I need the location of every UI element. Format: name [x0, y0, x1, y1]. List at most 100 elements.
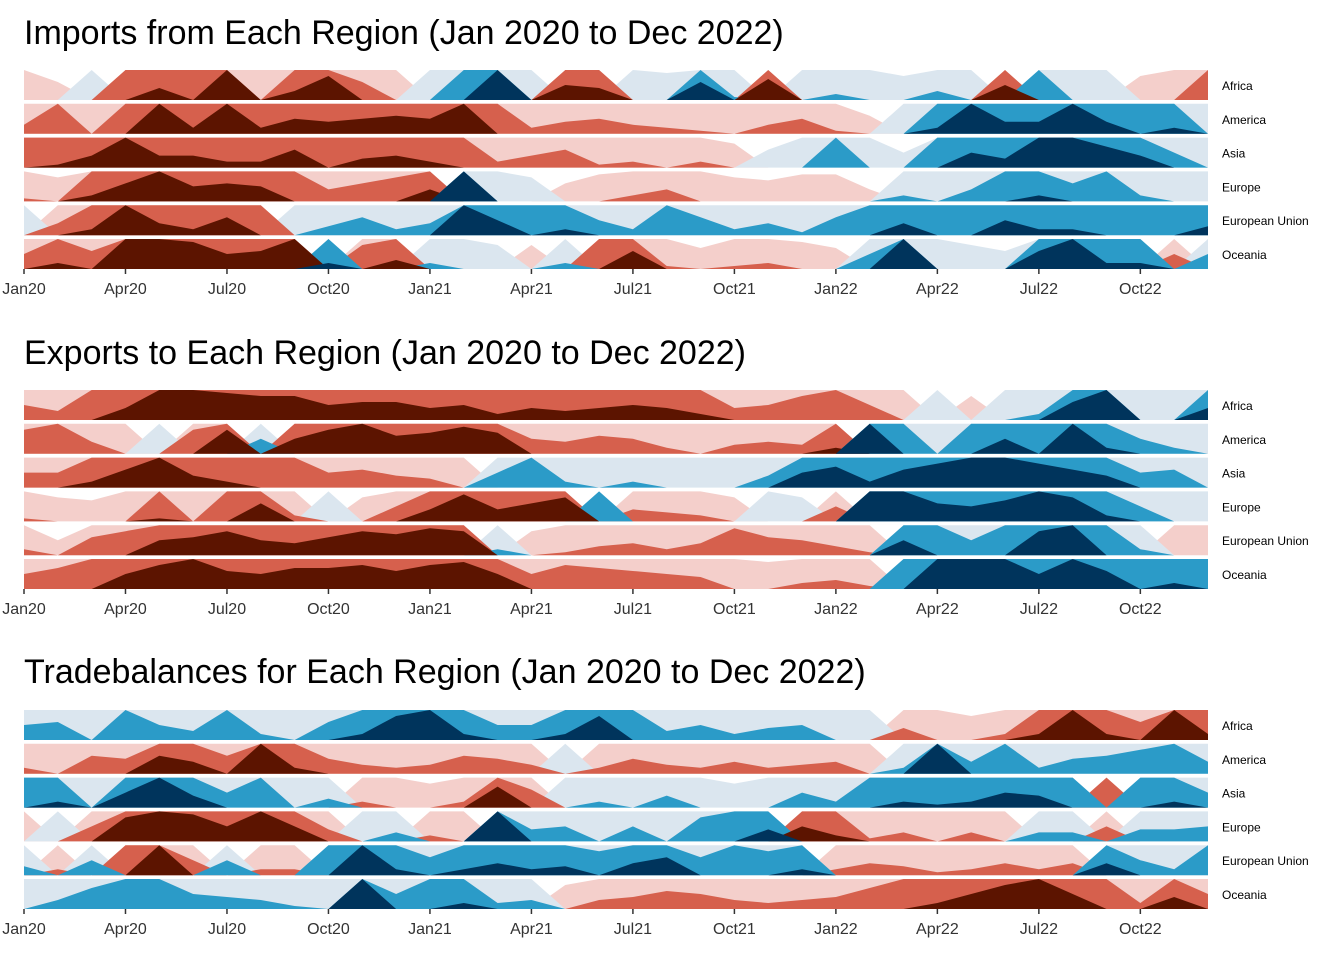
exports-x-tick-label-jul20: Jul20 — [208, 601, 246, 618]
exports-region-label-europe: Europe — [1222, 500, 1261, 514]
tradebalances-oceania-pos-band-1 — [24, 879, 1208, 909]
exports-region-label-africa: Africa — [1222, 399, 1253, 413]
exports-x-tick-label-apr21: Apr21 — [510, 601, 553, 618]
imports-strip-european-union — [24, 205, 1208, 236]
exports-panel: Exports to Each Region (Jan 2020 to Dec … — [2, 334, 1309, 618]
imports-europe-pos-band-2 — [24, 171, 1208, 202]
imports-america-neg-band-3 — [24, 103, 1208, 134]
exports-x-tick-label-apr20: Apr20 — [104, 601, 147, 618]
exports-europe-neg-band-3 — [24, 494, 1208, 522]
imports-asia-neg-band-3 — [24, 137, 1208, 168]
exports-asia-pos-band-3 — [24, 457, 1208, 488]
imports-europe-neg-band-2 — [24, 171, 1208, 202]
tradebalances-europe-pos-band-2 — [24, 811, 1208, 842]
tradebalances-x-tick-label-oct21: Oct21 — [713, 921, 756, 938]
imports-oceania-neg-band-3 — [24, 239, 1208, 269]
tradebalances-region-label-africa: Africa — [1222, 719, 1253, 733]
exports-europe-pos-band-3 — [24, 491, 1208, 522]
imports-x-tick-label-jul20: Jul20 — [208, 281, 246, 298]
imports-x-tick-label-jan22: Jan22 — [814, 281, 858, 298]
imports-region-label-european-union: European Union — [1222, 214, 1309, 228]
imports-region-label-america: America — [1222, 113, 1266, 127]
tradebalances-x-tick-label-jan22: Jan22 — [814, 921, 858, 938]
imports-x-tick-label-oct21: Oct21 — [713, 281, 756, 298]
tradebalances-x-tick-label-jul21: Jul21 — [614, 921, 652, 938]
tradebalances-america-pos-band-3 — [24, 743, 1208, 774]
exports-x-tick-label-oct22: Oct22 — [1119, 601, 1162, 618]
tradebalances-x-tick-label-jul20: Jul20 — [208, 921, 246, 938]
imports-oceania-pos-band-3 — [24, 239, 1208, 269]
imports-strip-asia — [24, 137, 1208, 168]
imports-europe-neg-band-3 — [24, 171, 1208, 202]
imports-africa-neg-band-3 — [24, 70, 1208, 100]
tradebalances-oceania-neg-band-2 — [24, 879, 1208, 909]
tradebalances-region-label-european-union: European Union — [1222, 854, 1309, 868]
tradebalances-x-tick-label-apr22: Apr22 — [916, 921, 959, 938]
imports-x-tick-label-jan21: Jan21 — [408, 281, 452, 298]
tradebalances-oceania-neg-band-3 — [24, 879, 1208, 909]
imports-x-tick-label-apr21: Apr21 — [510, 281, 553, 298]
tradebalances-africa-pos-band-3 — [24, 710, 1208, 740]
tradebalances-europe-pos-band-1 — [24, 811, 1208, 842]
exports-africa-pos-band-1 — [24, 390, 1208, 420]
exports-european-union-pos-band-3 — [24, 525, 1208, 556]
imports-europe-pos-band-1 — [24, 171, 1208, 202]
tradebalances-region-label-america: America — [1222, 753, 1266, 767]
exports-strip-africa — [24, 390, 1208, 420]
exports-x-tick-label-jul22: Jul22 — [1020, 601, 1058, 618]
tradebalances-x-tick-label-apr21: Apr21 — [510, 921, 553, 938]
imports-region-label-africa: Africa — [1222, 79, 1253, 93]
imports-region-label-europe: Europe — [1222, 180, 1261, 194]
imports-asia-pos-band-3 — [24, 137, 1208, 168]
imports-european-union-neg-band-3 — [24, 205, 1208, 236]
tradebalances-africa-neg-band-3 — [24, 710, 1208, 740]
imports-strip-europe — [24, 171, 1208, 202]
exports-european-union-neg-band-3 — [24, 528, 1208, 556]
tradebalances-europe-neg-band-2 — [24, 811, 1208, 842]
exports-x-tick-label-jan22: Jan22 — [814, 601, 858, 618]
tradebalances-x-tick-label-oct22: Oct22 — [1119, 921, 1162, 938]
tradebalances-strip-africa — [24, 710, 1208, 740]
imports-strip-oceania — [24, 239, 1208, 269]
exports-america-neg-band-3 — [24, 423, 1208, 454]
exports-x-tick-label-oct20: Oct20 — [307, 601, 350, 618]
imports-region-label-asia: Asia — [1222, 147, 1246, 161]
tradebalances-plot-area: Africa America Asia Europe European Union Oce… — [2, 710, 1309, 938]
exports-region-label-asia: Asia — [1222, 467, 1246, 481]
imports-strip-america — [24, 103, 1208, 134]
imports-strip-africa — [24, 70, 1208, 100]
tradebalances-america-neg-band-3 — [24, 743, 1208, 774]
tradebalances-america-neg-band-2 — [24, 743, 1208, 774]
imports-european-union-pos-band-3 — [24, 205, 1208, 236]
tradebalances-oceania-pos-band-2 — [24, 879, 1208, 909]
exports-oceania-pos-band-3 — [24, 559, 1208, 589]
imports-x-tick-label-oct22: Oct22 — [1119, 281, 1162, 298]
tradebalances-x-tick-label-jul22: Jul22 — [1020, 921, 1058, 938]
tradebalances-title: Tradebalances for Each Region (Jan 2020 … — [24, 653, 866, 691]
tradebalances-strip-oceania — [24, 879, 1208, 909]
exports-africa-pos-band-3 — [24, 390, 1208, 420]
imports-x-tick-label-apr20: Apr20 — [104, 281, 147, 298]
imports-region-label-oceania: Oceania — [1222, 248, 1267, 262]
exports-x-tick-label-jan20: Jan20 — [2, 601, 46, 618]
imports-x-tick-label-oct20: Oct20 — [307, 281, 350, 298]
exports-asia-neg-band-3 — [24, 457, 1208, 488]
tradebalances-africa-pos-band-2 — [24, 710, 1208, 740]
tradebalances-x-tick-label-oct20: Oct20 — [307, 921, 350, 938]
exports-strip-oceania — [24, 559, 1208, 589]
imports-title: Imports from Each Region (Jan 2020 to De… — [24, 14, 784, 52]
tradebalances-africa-neg-band-2 — [24, 710, 1208, 740]
tradebalances-panel: Tradebalances for Each Region (Jan 2020 … — [2, 653, 1309, 938]
tradebalances-europe-neg-band-3 — [24, 811, 1208, 842]
imports-x-tick-label-apr22: Apr22 — [916, 281, 959, 298]
imports-plot-area: Africa America Asia Europe European Union Oce… — [2, 70, 1309, 298]
exports-region-label-oceania: Oceania — [1222, 568, 1267, 582]
exports-america-pos-band-2 — [24, 423, 1208, 454]
exports-strip-european-union — [24, 525, 1208, 556]
imports-america-pos-band-2 — [24, 103, 1208, 134]
exports-strip-asia — [24, 457, 1208, 488]
exports-plot-area: Africa America Asia Europe European Union Oce… — [2, 390, 1309, 618]
exports-africa-neg-band-3 — [24, 390, 1208, 420]
imports-america-pos-band-3 — [24, 103, 1208, 134]
